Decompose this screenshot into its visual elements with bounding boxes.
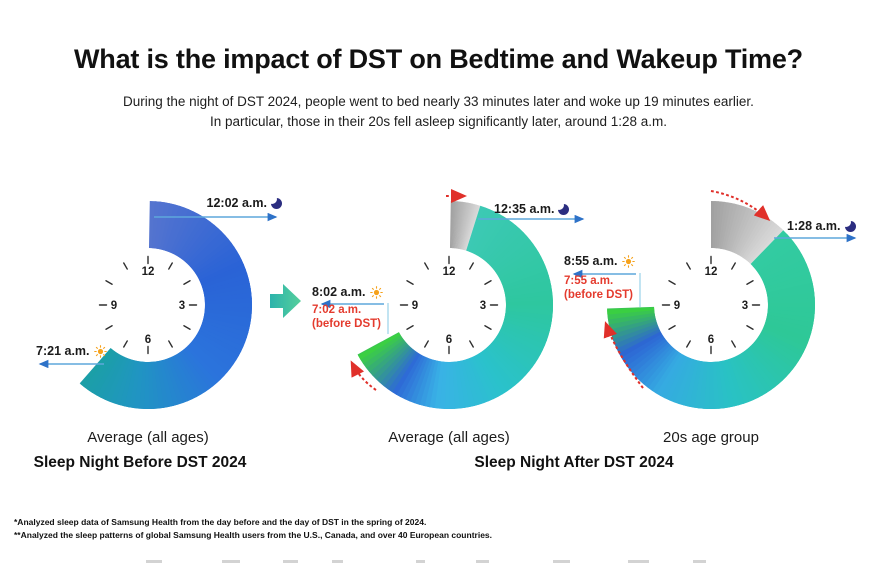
clock-tick bbox=[746, 325, 754, 330]
donut-chart-2: 12 3 6 9 bbox=[607, 201, 815, 410]
clock-tick bbox=[668, 325, 676, 330]
shift-arrow bbox=[350, 360, 377, 391]
clock-tick bbox=[668, 280, 676, 285]
clock-numeral: 6 bbox=[145, 334, 151, 346]
bedtime-time: 12:35 a.m. bbox=[494, 202, 555, 216]
clock-numeral: 6 bbox=[708, 334, 714, 346]
clock-tick bbox=[424, 340, 429, 348]
clock-numeral: 9 bbox=[674, 300, 680, 312]
section-title-before: Sleep Night Before DST 2024 bbox=[33, 454, 247, 471]
clock-numeral: 3 bbox=[179, 300, 185, 312]
bedtime-time: 12:02 a.m. bbox=[206, 196, 267, 210]
clock-numeral: 12 bbox=[443, 266, 456, 278]
sun-icon bbox=[621, 254, 635, 268]
clock-tick bbox=[484, 325, 492, 330]
sun-icon bbox=[93, 344, 107, 358]
clock-tick bbox=[183, 325, 191, 330]
clock-tick bbox=[123, 262, 128, 270]
clock-tick bbox=[424, 262, 429, 270]
bedtime-label-before-average: 12:02 a.m. bbox=[182, 193, 282, 210]
clock-tick bbox=[105, 280, 113, 285]
shift-arrow bbox=[603, 321, 644, 389]
donut-chart-0: 12 3 6 9 bbox=[79, 201, 253, 410]
clock-tick bbox=[686, 340, 691, 348]
clock-tick bbox=[731, 340, 736, 348]
transition-arrow-icon bbox=[270, 284, 301, 318]
wake-label-after-20s: 8:55 a.m. bbox=[564, 254, 635, 268]
wake-label-after-average: 8:02 a.m. bbox=[312, 285, 383, 299]
clock-tick bbox=[484, 280, 492, 285]
footnote-1: *Analyzed sleep data of Samsung Health f… bbox=[14, 517, 427, 527]
clock-tick bbox=[123, 340, 128, 348]
footnotes: *Analyzed sleep data of Samsung Health f… bbox=[14, 516, 492, 542]
clock-numeral: 9 bbox=[412, 300, 418, 312]
before-dst-note: (before DST) bbox=[564, 288, 633, 301]
clock-numeral: 3 bbox=[742, 300, 748, 312]
clock-numeral: 12 bbox=[142, 266, 155, 278]
clock-tick bbox=[168, 340, 173, 348]
clock-tick bbox=[731, 262, 736, 270]
clock-numeral: 12 bbox=[705, 266, 718, 278]
clock-numeral: 3 bbox=[480, 300, 486, 312]
clock-tick bbox=[406, 325, 414, 330]
subtitle-line-2: In particular, those in their 20s fell a… bbox=[209, 113, 667, 129]
moon-icon bbox=[554, 199, 570, 215]
before-dst-time: 7:55 a.m. bbox=[564, 275, 614, 287]
page-subtitle: During the night of DST 2024, people wen… bbox=[0, 92, 877, 131]
bedtime-label-after-average: 12:35 a.m. bbox=[494, 199, 570, 216]
clock-tick bbox=[469, 340, 474, 348]
before-dst-wake-label-average: 7:02 a.m. (before DST) bbox=[312, 304, 381, 331]
chart-caption-after-average: Average (all ages) bbox=[388, 429, 510, 446]
wake-time: 8:55 a.m. bbox=[564, 254, 618, 268]
page-title: What is the impact of DST on Bedtime and… bbox=[74, 44, 803, 74]
shift-arrow bbox=[710, 190, 771, 222]
chart-caption-before-average: Average (all ages) bbox=[87, 429, 209, 446]
moon-icon bbox=[840, 216, 856, 232]
moon-icon bbox=[267, 193, 282, 209]
wake-time: 8:02 a.m. bbox=[312, 285, 366, 299]
clock-tick bbox=[406, 280, 414, 285]
clock-tick bbox=[686, 262, 691, 270]
clock-numeral: 9 bbox=[111, 300, 117, 312]
chart-caption-after-20s: 20s age group bbox=[663, 429, 759, 446]
clock-tick bbox=[105, 325, 113, 330]
clock-tick bbox=[168, 262, 173, 270]
donut-chart-1: 12 3 6 9 bbox=[357, 201, 554, 410]
clock-tick bbox=[183, 280, 191, 285]
clock-numeral: 6 bbox=[446, 334, 452, 346]
footnote-2: **Analyzed the sleep patterns of global … bbox=[14, 530, 493, 540]
before-dst-wake-label-20s: 7:55 a.m. (before DST) bbox=[564, 275, 633, 302]
bedtime-label-after-20s: 1:28 a.m. bbox=[787, 216, 856, 233]
wake-time: 7:21 a.m. bbox=[36, 344, 90, 358]
clock-tick bbox=[746, 280, 754, 285]
wake-label-before-average: 7:21 a.m. bbox=[36, 344, 107, 358]
subtitle-line-1: During the night of DST 2024, people wen… bbox=[123, 94, 754, 109]
bedtime-time: 1:28 a.m. bbox=[787, 219, 841, 233]
before-dst-note: (before DST) bbox=[312, 317, 381, 330]
section-title-after: Sleep Night After DST 2024 bbox=[474, 454, 674, 471]
sun-icon bbox=[369, 285, 383, 299]
clock-tick bbox=[469, 262, 474, 270]
before-dst-time: 7:02 a.m. bbox=[312, 304, 362, 316]
